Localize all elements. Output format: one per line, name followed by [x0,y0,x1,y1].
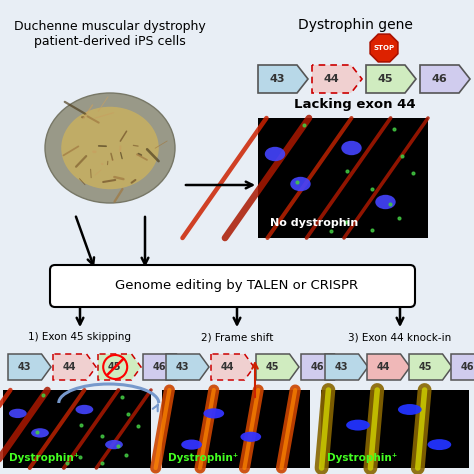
Polygon shape [98,354,141,380]
Polygon shape [325,354,368,380]
Ellipse shape [240,432,261,442]
Text: 45: 45 [108,362,121,372]
Text: Genome editing by TALEN or CRISPR: Genome editing by TALEN or CRISPR [116,280,358,292]
Polygon shape [367,354,410,380]
Text: STOP: STOP [374,45,394,51]
Ellipse shape [75,405,93,414]
Text: 43: 43 [176,362,190,372]
Text: 46: 46 [153,362,166,372]
Ellipse shape [45,93,175,203]
Text: 43: 43 [335,362,348,372]
Text: 45: 45 [419,362,432,372]
Ellipse shape [61,107,159,189]
Bar [162,390,310,468]
Bar [321,390,469,468]
Polygon shape [258,65,308,93]
Polygon shape [8,354,51,380]
Ellipse shape [203,408,224,419]
Text: Dystrophin⁺: Dystrophin⁺ [168,453,238,463]
Text: Duchenne muscular dystrophy
patient-derived iPS cells: Duchenne muscular dystrophy patient-deri… [14,20,206,48]
Bar [258,118,428,238]
Ellipse shape [31,428,49,438]
Text: 44: 44 [377,362,391,372]
Ellipse shape [428,439,451,450]
Polygon shape [451,354,474,380]
FancyBboxPatch shape [50,265,415,307]
Ellipse shape [346,419,370,430]
Text: Dystrophin⁺: Dystrophin⁺ [327,453,397,463]
Polygon shape [211,354,254,380]
Text: 45: 45 [378,74,393,84]
Ellipse shape [398,404,422,415]
Text: Dystrophin gene: Dystrophin gene [298,18,412,32]
Polygon shape [409,354,452,380]
Text: 46: 46 [461,362,474,372]
Polygon shape [166,354,209,380]
Polygon shape [420,65,470,93]
Ellipse shape [181,439,202,450]
Text: Lacking exon 44: Lacking exon 44 [294,98,416,111]
Text: 46: 46 [311,362,325,372]
Polygon shape [256,354,299,380]
Polygon shape [143,354,186,380]
Polygon shape [301,354,344,380]
Text: 45: 45 [266,362,280,372]
Polygon shape [312,65,362,93]
Text: 43: 43 [18,362,31,372]
Text: 1) Exon 45 skipping: 1) Exon 45 skipping [28,332,131,342]
Ellipse shape [9,409,27,418]
Text: 44: 44 [63,362,76,372]
Polygon shape [370,34,398,62]
Text: 44: 44 [221,362,235,372]
Ellipse shape [290,177,310,191]
Polygon shape [53,354,96,380]
Polygon shape [366,65,416,93]
Text: 3) Exon 44 knock-in: 3) Exon 44 knock-in [348,332,452,342]
Ellipse shape [105,440,123,449]
Text: 43: 43 [270,74,285,84]
Bar [3,390,151,468]
Text: No dystrophin: No dystrophin [270,218,358,228]
Ellipse shape [265,147,285,161]
Ellipse shape [375,195,396,209]
Text: Dystrophin⁺: Dystrophin⁺ [9,453,79,463]
Ellipse shape [341,141,362,155]
Text: 2) Frame shift: 2) Frame shift [201,332,273,342]
Text: 44: 44 [324,74,339,84]
Text: 46: 46 [432,74,447,84]
